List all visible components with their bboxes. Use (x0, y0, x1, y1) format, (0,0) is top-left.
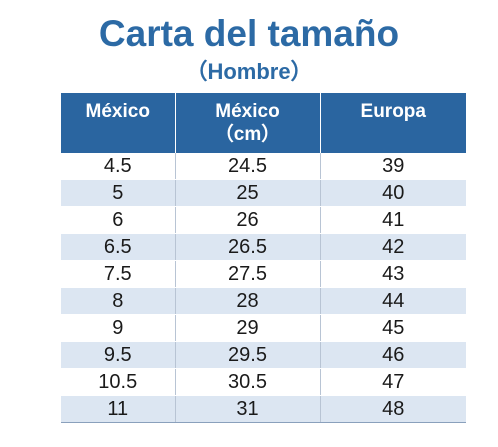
size-mexico-cell: 11 (61, 395, 176, 423)
size-mexico-cell: 4.5 (61, 153, 176, 180)
column-header-unit: （cm） (214, 124, 281, 145)
size-mexico-cm-cell: 30.5 (175, 368, 321, 396)
size-mexico-cm-cell: 31 (175, 395, 321, 423)
size-europa-cell: 41 (320, 206, 466, 234)
table-header-row: México México （cm） Europa (61, 93, 466, 153)
size-mexico-cell: 10.5 (61, 368, 176, 396)
size-mexico-cell: 6 (61, 206, 176, 234)
size-europa-cell: 48 (320, 395, 466, 423)
size-europa-cell: 42 (320, 233, 466, 261)
table-row: 6.5 26.5 42 (61, 233, 466, 261)
size-europa-cell: 40 (320, 179, 466, 207)
size-mexico-cm-cell: 26.5 (175, 233, 321, 261)
size-europa-cell: 46 (320, 341, 466, 369)
column-header-label: México (85, 101, 150, 122)
size-mexico-cm-cell: 27.5 (175, 260, 321, 288)
size-europa-cell: 45 (320, 314, 466, 342)
size-europa-cell: 47 (320, 368, 466, 396)
column-header-mexico: México (61, 93, 176, 153)
size-europa-cell: 44 (320, 287, 466, 315)
size-mexico-cell: 9 (61, 314, 176, 342)
column-header-mexico-cm: México （cm） (175, 93, 321, 153)
table-row: 8 28 44 (61, 287, 466, 315)
size-mexico-cm-cell: 29 (175, 314, 321, 342)
page-subtitle: （Hombre） (185, 59, 313, 84)
size-mexico-cm-cell: 25 (175, 179, 321, 207)
size-europa-cell: 43 (320, 260, 466, 288)
size-mexico-cm-cell: 28 (175, 287, 321, 315)
table-row: 9 29 45 (61, 314, 466, 342)
table-row: 5 25 40 (61, 179, 466, 207)
size-mexico-cm-cell: 24.5 (175, 153, 321, 180)
column-header-label: Europa (360, 101, 426, 122)
size-mexico-cell: 9.5 (61, 341, 176, 369)
table-row: 9.5 29.5 46 (61, 341, 466, 369)
table-row: 10.5 30.5 47 (61, 368, 466, 396)
size-mexico-cell: 5 (61, 179, 176, 207)
size-chart-table: México México （cm） Europa 4.5 24.5 39 5 25 40… (61, 93, 466, 423)
size-mexico-cell: 6.5 (61, 233, 176, 261)
size-europa-cell: 39 (320, 153, 466, 180)
table-row: 4.5 24.5 39 (61, 153, 466, 180)
page-title: Carta del tamaño (98, 13, 400, 54)
table-row: 6 26 41 (61, 206, 466, 234)
table-row: 7.5 27.5 43 (61, 260, 466, 288)
column-header-label: México (215, 101, 280, 122)
table-row: 11 31 48 (61, 395, 466, 423)
size-mexico-cell: 7.5 (61, 260, 176, 288)
size-mexico-cell: 8 (61, 287, 176, 315)
table-body: 4.5 24.5 39 5 25 40 6 26 41 6.5 26.5 42 7.5 27.5 43 8 28… (61, 153, 466, 423)
column-header-europa: Europa (320, 93, 466, 153)
size-mexico-cm-cell: 26 (175, 206, 321, 234)
size-mexico-cm-cell: 29.5 (175, 341, 321, 369)
